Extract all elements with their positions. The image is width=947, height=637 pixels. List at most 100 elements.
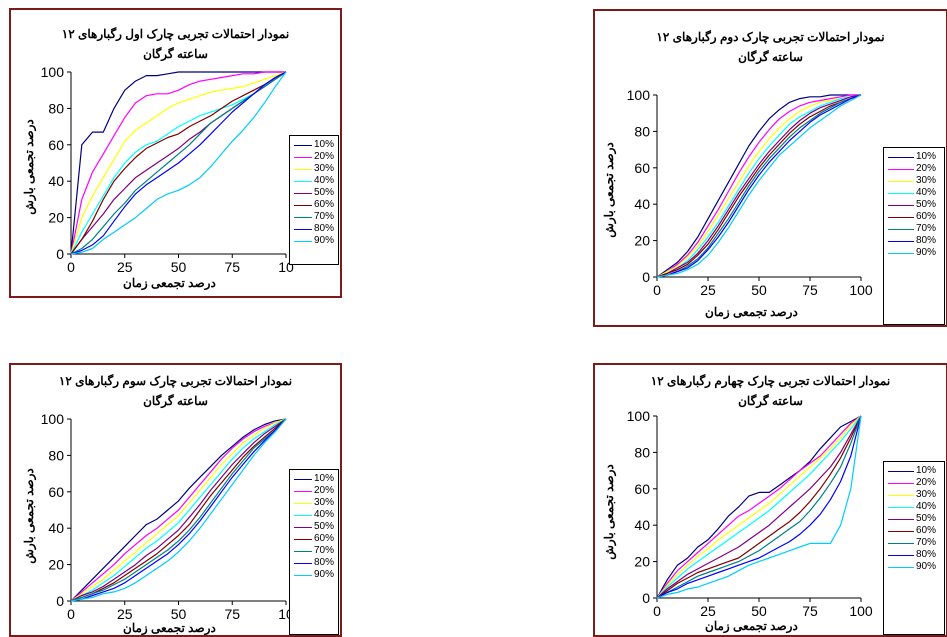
legend-swatch [888,252,914,254]
legend-swatch [294,502,312,504]
y-tick-label: 40 [48,173,64,189]
legend-item: 40% [294,175,334,187]
series-line-1 [656,415,862,599]
y-tick-label: 20 [634,554,650,570]
legend-label: 60% [313,199,334,210]
x-tick-label: 50 [171,606,187,622]
legend-item: 70% [294,211,334,223]
legend-swatch [888,494,914,496]
legend-label: 60% [313,533,334,544]
x-tick-label: 100 [849,282,873,298]
x-tick-label: 75 [224,259,240,275]
legend-swatch [294,168,312,170]
legend-item: 70% [888,537,940,549]
legend-swatch [294,228,312,230]
legend-swatch [294,204,312,206]
legend-label: 90% [916,561,937,572]
legend-swatch [888,542,914,544]
legend-item: 60% [888,211,940,223]
legend-item: 20% [294,151,334,163]
legend-item: 30% [294,163,334,175]
legend-label: 30% [313,163,334,174]
series-line-8 [70,71,287,255]
x-tick-label: 75 [224,606,240,622]
series-line-2 [656,94,861,278]
legend-item: 80% [888,235,940,247]
y-tick-label: 100 [41,411,65,427]
series-line-6 [70,71,287,255]
legend-item: 80% [294,223,334,235]
series-line-7 [70,418,287,602]
legend: 10% 20% 30% 40% 50% 60% 70% 80% 90% [883,147,945,325]
series-line-3 [70,71,287,255]
x-tick-label: 0 [653,282,661,298]
legend-label: 60% [916,211,937,222]
x-tick-label: 0 [653,603,661,619]
y-axis-label: درصد تجمعی بارش [602,142,616,238]
legend-label: 70% [916,537,937,548]
legend-swatch [888,180,914,182]
series-line-6 [656,415,862,599]
legend-label: 70% [313,211,334,222]
legend-item: 60% [294,199,334,211]
legend-swatch [294,526,312,528]
legend-swatch [888,482,914,484]
legend-label: 40% [313,175,334,186]
y-tick-label: 60 [634,160,650,176]
y-tick-label: 80 [634,123,650,139]
legend-swatch [294,562,312,564]
x-tick-label: 25 [117,606,133,622]
legend: 10% 20% 30% 40% 50% 60% 70% 80% 90% [289,469,339,635]
legend-item: 10% [888,151,940,163]
legend-label: 40% [916,187,937,198]
y-axis-label: درصد تجمعی بارش [602,464,616,560]
legend-swatch [294,478,312,480]
legend-label: 20% [916,163,937,174]
legend-item: 50% [888,199,940,211]
y-tick-label: 20 [48,557,64,573]
legend-label: 30% [916,175,937,186]
x-tick-label: 50 [751,603,767,619]
legend-swatch [888,518,914,520]
x-axis-label: درصد تجمعی زمان [123,621,216,635]
y-tick-label: 60 [48,484,64,500]
y-tick-label: 0 [56,246,64,262]
x-tick-label: 0 [67,259,75,275]
legend-swatch [888,470,914,472]
legend-swatch [888,216,914,218]
legend-label: 30% [916,489,937,500]
series-line-6 [656,94,862,278]
legend-item: 30% [294,497,334,509]
legend-item: 80% [294,557,334,569]
series-line-1 [70,418,287,602]
legend-label: 60% [916,525,937,536]
legend-swatch [888,228,914,230]
legend-label: 50% [916,199,937,210]
x-axis-label: درصد تجمعی زمان [705,305,798,319]
series-line-4 [656,94,862,278]
legend-label: 70% [313,545,334,556]
x-tick-label: 25 [117,259,133,275]
x-axis-label: درصد تجمعی زمان [123,276,216,290]
legend: 10% 20% 30% 40% 50% 60% 70% 80% 90% [289,135,339,265]
legend-label: 10% [916,465,937,476]
y-tick-label: 60 [48,137,64,153]
chart-title: نمودار احتمالات تجربی چارک اول رگبارهای … [61,27,290,41]
y-tick-label: 20 [48,210,64,226]
chart-subtitle: ساعته گرگان [738,394,803,408]
legend-swatch [888,530,914,532]
y-tick-label: 80 [48,447,64,463]
legend-item: 40% [888,501,940,513]
chart-panel-q1: 0 20 40 60 80 100 0 25 50 75 10 نمودار احتمالات تج… [9,8,342,298]
legend-label: 30% [313,497,334,508]
chart-panel-q4: 0 20 40 60 80 100 0 25 50 75 100 نمودار احتمالات ت… [593,363,947,637]
legend-label: 70% [916,223,937,234]
legend-item: 10% [888,465,940,477]
legend-item: 70% [294,545,334,557]
legend-swatch [294,574,312,576]
y-tick-label: 40 [48,520,64,536]
y-tick-label: 60 [634,481,650,497]
series-line-4 [656,415,862,599]
legend-label: 80% [313,223,334,234]
